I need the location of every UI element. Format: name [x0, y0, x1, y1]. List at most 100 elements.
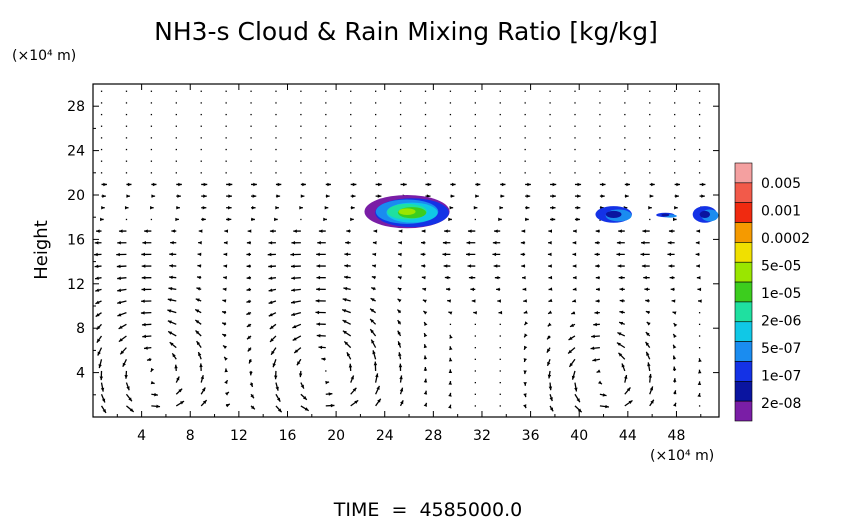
wind-vector — [599, 125, 601, 127]
wind-vector-head — [343, 286, 348, 291]
wind-vector-head — [377, 194, 382, 198]
wind-vector-head — [268, 288, 273, 292]
wind-vector — [698, 90, 701, 92]
wind-vector — [424, 90, 427, 92]
wind-vector — [150, 218, 153, 221]
wind-vector — [698, 312, 701, 314]
wind-vector-head — [247, 335, 251, 340]
y-ticks: 4 8 12 16 20 24 28 — [67, 99, 719, 396]
y-tick-label: 12 — [67, 277, 85, 293]
wind-vector-head — [521, 275, 526, 280]
wind-vector-head — [397, 287, 402, 292]
wind-vector — [449, 172, 452, 174]
wind-vector-head — [619, 287, 624, 292]
wind-vector-head — [300, 384, 304, 389]
wind-vector-head — [316, 322, 321, 326]
wind-vector-head — [643, 275, 647, 280]
x-tick-label: 44 — [619, 428, 637, 444]
wind-vector-head — [315, 310, 320, 315]
wind-vector-head — [141, 264, 146, 268]
wind-vector — [325, 137, 327, 139]
cloud-contour — [398, 208, 416, 215]
wind-vector — [574, 113, 576, 116]
wind-vector-head — [351, 206, 355, 210]
wind-vector-head — [196, 287, 201, 291]
wind-vector-head — [246, 323, 251, 327]
wind-vector — [649, 160, 651, 162]
wind-vector — [449, 90, 452, 92]
wind-vector-head — [572, 275, 577, 280]
wind-vector-head — [595, 229, 600, 233]
wind-vector — [674, 102, 676, 104]
wind-vector-head — [547, 252, 552, 257]
wind-vector-head — [645, 310, 650, 315]
wind-vector — [100, 90, 103, 92]
wind-vector-head — [302, 396, 307, 400]
wind-vector-head — [520, 240, 525, 245]
wind-vector — [300, 125, 302, 127]
wind-vector-head — [571, 375, 576, 380]
wind-vector — [175, 113, 177, 116]
wind-vector-head — [398, 352, 402, 357]
wind-vector — [449, 323, 452, 326]
wind-vector-head — [292, 324, 297, 329]
wind-vector-head — [524, 321, 529, 326]
wind-vector-head — [94, 252, 98, 257]
wind-vector-head — [224, 356, 228, 361]
wind-vector — [574, 172, 576, 174]
wind-vector — [499, 335, 501, 337]
wind-vector-head — [316, 252, 320, 257]
wind-vector-head — [247, 347, 252, 352]
wind-vector-head — [619, 321, 624, 326]
wind-vector — [599, 113, 601, 116]
wind-vector-head — [95, 276, 99, 280]
wind-vector-head — [370, 298, 375, 302]
wind-vector-head — [118, 338, 123, 342]
wind-vector-head — [141, 287, 146, 292]
wind-vector-head — [316, 264, 321, 268]
wind-vector-head — [617, 264, 622, 268]
wind-vector-head — [670, 287, 675, 292]
wind-vector — [574, 148, 576, 151]
wind-vector — [175, 172, 177, 174]
wind-vector-head — [671, 299, 676, 303]
wind-vector-head — [344, 341, 349, 346]
wind-vector-head — [378, 182, 382, 187]
wind-vector — [674, 148, 676, 151]
y-axis-label: Height — [31, 220, 52, 280]
wind-vector-head — [342, 320, 347, 324]
wind-vector-head — [151, 194, 156, 198]
wind-vector-head — [375, 373, 379, 378]
wind-vector-head — [299, 206, 303, 210]
wind-vector-head — [523, 370, 527, 375]
wind-vector-head — [321, 357, 326, 361]
wind-vector — [698, 347, 701, 349]
wind-vector-head — [117, 241, 121, 245]
wind-vector-head — [525, 217, 529, 222]
wind-vector — [275, 90, 277, 92]
colorbar-swatch — [734, 321, 753, 342]
wind-vector — [250, 102, 252, 104]
wind-vector-head — [399, 387, 404, 392]
wind-vector-head — [246, 264, 251, 268]
wind-vector — [474, 160, 476, 162]
wind-vector-head — [302, 182, 306, 187]
wind-vector-head — [150, 206, 154, 210]
wind-vector-head — [95, 313, 100, 317]
wind-vector-head — [423, 366, 428, 371]
wind-vector — [499, 405, 501, 407]
y-unit-label: (×10⁴ m) — [12, 48, 76, 64]
wind-vector-head — [142, 240, 147, 245]
wind-vector-head — [246, 252, 251, 257]
wind-vector-head — [397, 330, 401, 335]
y-tick-label: 16 — [67, 232, 85, 248]
wind-vector-head — [551, 206, 556, 210]
wind-vector-head — [596, 369, 601, 373]
wind-vector-head — [673, 334, 677, 338]
wind-vector — [125, 125, 128, 127]
x-tick-label: 36 — [522, 428, 540, 444]
wind-vector-head — [316, 275, 321, 280]
wind-vector-head — [524, 333, 528, 338]
wind-vector-head — [552, 194, 556, 198]
wind-vector — [474, 358, 476, 360]
